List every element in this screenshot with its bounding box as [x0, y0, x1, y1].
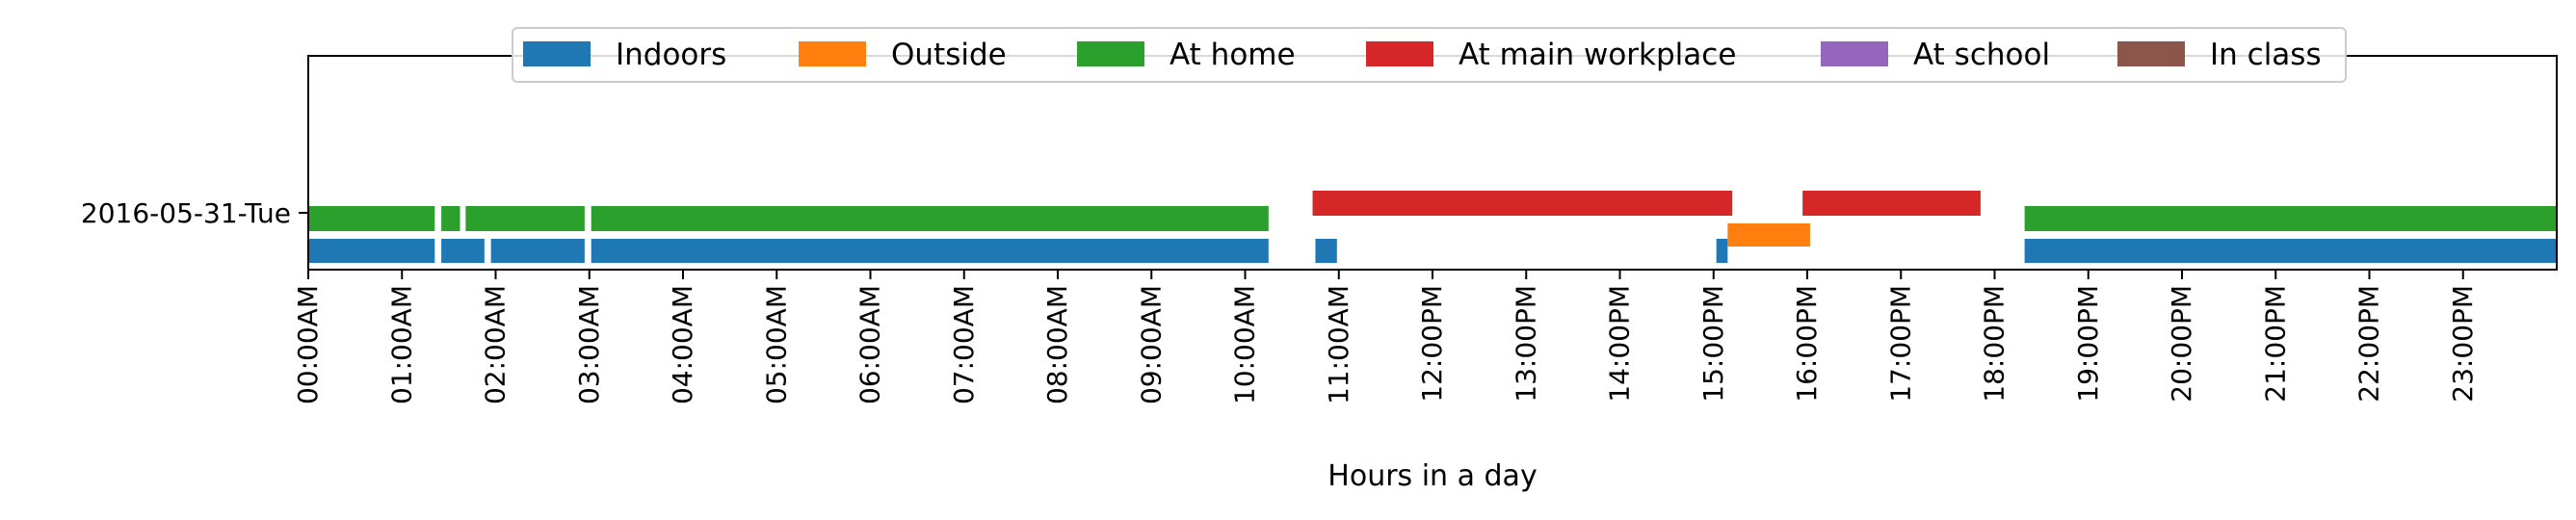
- legend-swatch: [1366, 41, 1433, 66]
- x-tick-label: 11:00AM: [1323, 285, 1354, 404]
- legend-swatch: [1077, 41, 1144, 66]
- legend-swatch: [523, 41, 591, 66]
- x-tick-label: 22:00PM: [2353, 285, 2385, 403]
- legend-swatch: [1821, 41, 1888, 66]
- x-tick-label: 09:00AM: [1135, 285, 1167, 404]
- x-tick-label: 14:00PM: [1604, 285, 1636, 403]
- bar-at-main-workplace-0: [1312, 191, 1733, 216]
- legend-label: Indoors: [616, 38, 726, 72]
- x-tick-label: 08:00AM: [1041, 285, 1073, 404]
- bar-at-home-0: [308, 206, 435, 231]
- bar-indoors-5: [1716, 239, 1728, 263]
- x-tick-label: 12:00PM: [1416, 285, 1448, 403]
- bar-at-home-4: [2024, 206, 2557, 231]
- bar-indoors-0: [308, 239, 435, 263]
- y-axis: 2016-05-31-Tue: [81, 197, 308, 229]
- x-axis: 00:00AM 01:00AM 02:00AM 03:00AM 04:00AM 05:00…: [292, 270, 2479, 404]
- plot-frame: [307, 55, 2558, 271]
- x-tick-label: 04:00AM: [667, 285, 698, 404]
- bar-indoors-2: [490, 239, 585, 263]
- x-tick-label: 13:00PM: [1510, 285, 1541, 403]
- bar-at-home-3: [591, 206, 1269, 231]
- x-tick-label: 10:00AM: [1229, 285, 1261, 404]
- x-tick-label: 21:00PM: [2259, 285, 2291, 403]
- bar-indoors-3: [591, 239, 1269, 263]
- legend-label: At main workplace: [1459, 38, 1736, 72]
- legend-label: At school: [1913, 38, 2050, 72]
- x-tick-label: 02:00AM: [480, 285, 512, 404]
- x-tick-label: 05:00AM: [760, 285, 792, 404]
- x-tick-label: 18:00PM: [1979, 285, 2011, 403]
- legend-label: At home: [1170, 38, 1296, 72]
- bar-at-home-2: [465, 206, 585, 231]
- x-tick-label: 20:00PM: [2166, 285, 2197, 403]
- bar-indoors-6: [2024, 239, 2557, 263]
- legend: Indoors Outside At home At main workplace At…: [512, 27, 2347, 83]
- bar-outside-0: [1727, 223, 1810, 247]
- x-tick-label: 00:00AM: [292, 285, 324, 404]
- x-tick-label: 17:00PM: [1884, 285, 1916, 403]
- bar-at-home-1: [441, 206, 460, 231]
- legend-label: Outside: [891, 38, 1007, 72]
- legend-label: In class: [2210, 38, 2322, 72]
- legend-swatch: [2117, 41, 2185, 66]
- x-tick-label: 01:00AM: [385, 285, 417, 404]
- x-tick-label: 23:00PM: [2447, 285, 2479, 403]
- legend-swatch: [799, 41, 866, 66]
- x-tick-label: 16:00PM: [1791, 285, 1823, 403]
- x-tick-label: 06:00AM: [854, 285, 886, 404]
- x-tick-label: 03:00AM: [573, 285, 605, 404]
- x-axis-title: Hours in a day: [1327, 459, 1537, 493]
- x-tick-label: 07:00AM: [948, 285, 980, 404]
- bar-indoors-4: [1315, 239, 1337, 263]
- bar-at-main-workplace-1: [1802, 191, 1981, 216]
- y-tick-label: 2016-05-31-Tue: [81, 197, 291, 229]
- bar-indoors-1: [441, 239, 485, 263]
- x-tick-label: 15:00PM: [1697, 285, 1729, 403]
- x-tick-label: 19:00PM: [2072, 285, 2104, 403]
- bars-layer: [308, 191, 2557, 263]
